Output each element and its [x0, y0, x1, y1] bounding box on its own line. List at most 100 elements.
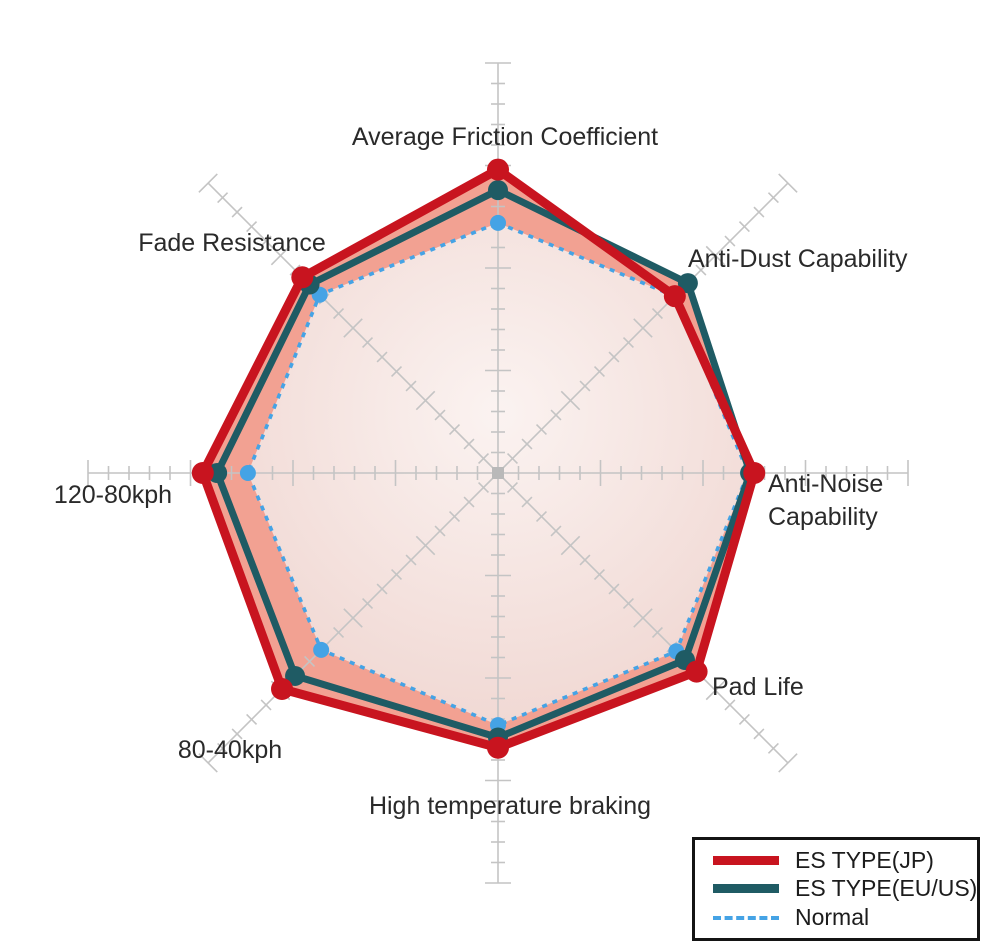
vertex-dot-es-type-jp: [271, 677, 294, 700]
axis-tick: [724, 699, 736, 711]
axis-tick: [651, 308, 663, 320]
legend-line-sample-normal: [713, 915, 779, 920]
vertex-dot-normal: [313, 641, 330, 658]
axis-tick: [477, 481, 490, 494]
axis-tick: [260, 699, 272, 711]
axis-tick: [521, 496, 533, 508]
axis-tick: [362, 597, 374, 609]
axis-tick: [415, 390, 436, 411]
axis-tick: [362, 337, 374, 349]
legend-line-sample-es-type-jp: [713, 855, 779, 865]
axis-tick: [463, 496, 475, 508]
category-label: Pad Life: [712, 673, 804, 701]
axis-tick: [521, 438, 533, 450]
axis-tick: [608, 583, 620, 595]
axis-tick: [560, 390, 581, 411]
legend-item-normal: Normal: [713, 904, 963, 931]
axis-tick: [376, 351, 388, 363]
axis-tick: [217, 192, 229, 204]
axis-tick: [738, 713, 750, 725]
vertex-dot-es-type-jp: [487, 736, 509, 759]
axis-tick: [198, 173, 218, 193]
axis-tick: [705, 680, 726, 701]
legend-label-normal: Normal: [795, 904, 870, 931]
axis-tick: [535, 423, 548, 436]
axis-grid: [87, 62, 909, 884]
axis-tick: [415, 535, 436, 556]
axis-tick: [753, 206, 765, 218]
axis-tick: [593, 568, 605, 580]
vertex-dot-es-type-jp: [291, 266, 314, 289]
vertex-dot-es-type-jp: [487, 158, 509, 181]
vertex-dot-es-type-eu-us: [488, 180, 508, 201]
axis-tick: [705, 245, 726, 266]
axis-tick: [535, 510, 548, 523]
axis-tick: [448, 423, 461, 436]
axis-tick: [695, 264, 707, 276]
legend-item-es-type-eu-us: ES TYPE(EU/US): [713, 875, 977, 902]
series-es-type-jp: [191, 158, 766, 759]
axis-tick: [434, 409, 446, 421]
vertex-dot-normal: [239, 465, 256, 481]
vertex-dot-es-type-eu-us: [285, 665, 306, 686]
axis-tick: [270, 245, 291, 266]
axis-tick: [738, 221, 750, 233]
axis-tick: [579, 380, 591, 392]
axis-tick: [633, 318, 653, 338]
axis-tick: [405, 380, 417, 392]
category-label: 120-80kph: [54, 481, 172, 509]
vertex-dot-normal: [490, 214, 506, 231]
axis-tick: [231, 206, 243, 218]
axis-tick: [463, 438, 475, 450]
axis-tick: [376, 583, 388, 595]
category-label: Anti-Noise Capability: [768, 470, 883, 531]
axis-tick: [343, 608, 363, 628]
axis-tick: [593, 366, 605, 378]
axis-tick: [608, 351, 620, 363]
axis-tick: [506, 481, 519, 494]
vertex-dot-es-type-jp: [685, 660, 708, 683]
category-label: Average Friction Coefficient: [352, 123, 658, 151]
axis-tick: [506, 452, 519, 465]
axis-tick: [622, 597, 634, 609]
axis-tick: [217, 742, 229, 754]
axis-tick: [448, 510, 461, 523]
axis-tick: [391, 366, 403, 378]
axis-tick: [391, 568, 403, 580]
axis-tick: [477, 452, 490, 465]
axis-center-marker: [492, 467, 504, 479]
axis-tick: [231, 728, 243, 740]
axis-tick: [434, 525, 446, 537]
axis-tick: [724, 235, 736, 247]
axis-tick: [304, 655, 316, 667]
axis-tick: [560, 535, 581, 556]
axis-tick: [767, 742, 779, 754]
axis-tick: [550, 525, 562, 537]
legend: ES TYPE(JP) ES TYPE(EU/US) Normal: [692, 837, 980, 941]
axis-tick: [633, 608, 653, 628]
vertex-dot-es-type-eu-us: [677, 273, 698, 294]
vertex-dot-es-type-jp: [663, 285, 686, 308]
legend-label-es-type-jp: ES TYPE(JP): [795, 846, 934, 873]
axis-tick: [333, 626, 345, 638]
axis-tick: [622, 337, 634, 349]
axis-tick: [198, 753, 218, 773]
axis-tick: [778, 753, 798, 773]
axis-tick: [778, 173, 798, 193]
vertex-dot-es-type-jp: [191, 462, 214, 484]
axis-tick: [753, 728, 765, 740]
axis-tick: [246, 713, 258, 725]
category-label: Anti-Dust Capability: [688, 245, 908, 273]
axis-tick: [260, 235, 272, 247]
axis-tick: [405, 554, 417, 566]
axis-tick: [246, 221, 258, 233]
axis-tick: [651, 626, 663, 638]
legend-item-es-type-jp: ES TYPE(JP): [713, 847, 963, 874]
axis-tick: [343, 318, 363, 338]
legend-line-sample-es-type-eu-us: [713, 884, 779, 894]
axis-tick: [550, 409, 562, 421]
category-label: Fade Resistance: [138, 229, 326, 257]
category-label: High temperature braking: [369, 792, 651, 820]
axis-tick: [333, 308, 345, 320]
